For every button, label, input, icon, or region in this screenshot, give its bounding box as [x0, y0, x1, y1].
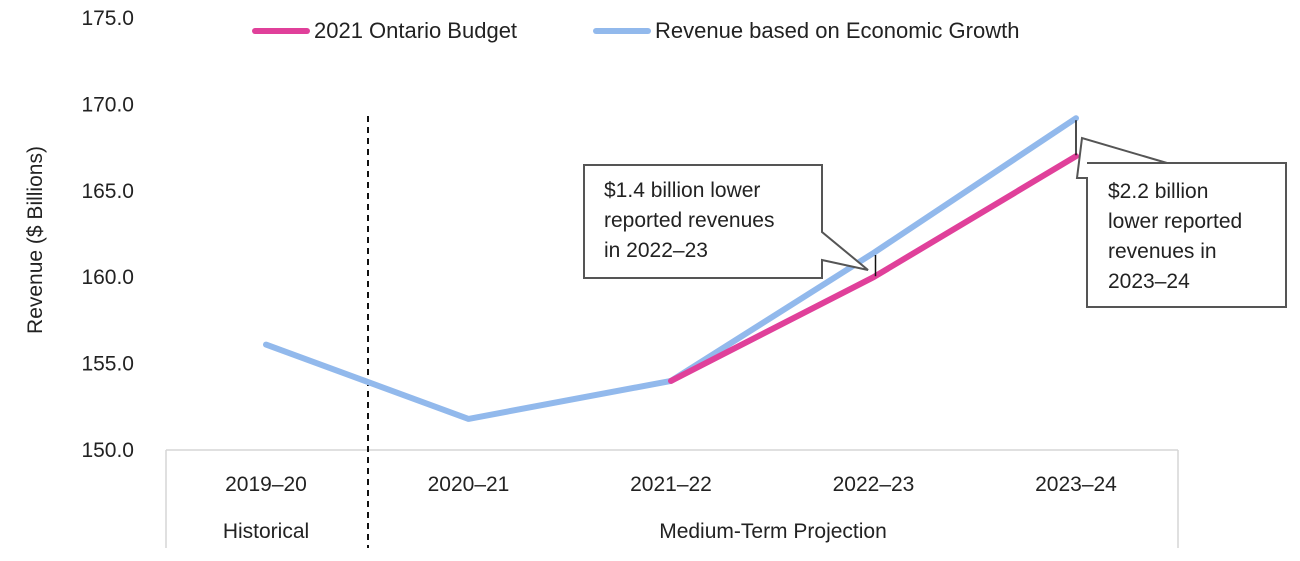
x-tick-label: 2021–22 — [630, 473, 712, 496]
legend-label-ontario-budget: 2021 Ontario Budget — [314, 18, 517, 43]
callout-text-2022-23: reported revenues — [604, 209, 774, 232]
x-tick-label: 2023–24 — [1035, 473, 1117, 496]
callout-text-2023-24: $2.2 billion — [1108, 180, 1208, 203]
y-tick-label: 160.0 — [81, 266, 134, 289]
callout-text-2023-24: revenues in — [1108, 240, 1217, 263]
y-tick-label: 165.0 — [81, 180, 134, 203]
x-tick-label: 2022–23 — [833, 473, 915, 496]
y-tick-label: 150.0 — [81, 439, 134, 462]
x-tick-label: 2019–20 — [225, 473, 307, 496]
callout-text-2023-24: 2023–24 — [1108, 270, 1190, 293]
period-label-projection: Medium-Term Projection — [659, 520, 887, 543]
y-axis-label: Revenue ($ Billions) — [24, 146, 47, 334]
callout-box-2023-24 — [1075, 136, 1287, 308]
callout-text-2022-23: $1.4 billion lower — [604, 179, 760, 202]
callout-text-2022-23: in 2022–23 — [604, 239, 708, 262]
y-tick-label: 175.0 — [81, 7, 134, 30]
callout-box-2022-23 — [583, 164, 869, 279]
x-tick-label: 2020–21 — [428, 473, 510, 496]
y-tick-label: 170.0 — [81, 93, 134, 116]
callout-text-2023-24: lower reported — [1108, 210, 1242, 233]
legend-label-economic-growth: Revenue based on Economic Growth — [655, 18, 1019, 43]
series-line-ontario-budget — [668, 153, 1079, 384]
y-tick-label: 155.0 — [81, 353, 134, 376]
period-label-historical: Historical — [223, 520, 309, 543]
